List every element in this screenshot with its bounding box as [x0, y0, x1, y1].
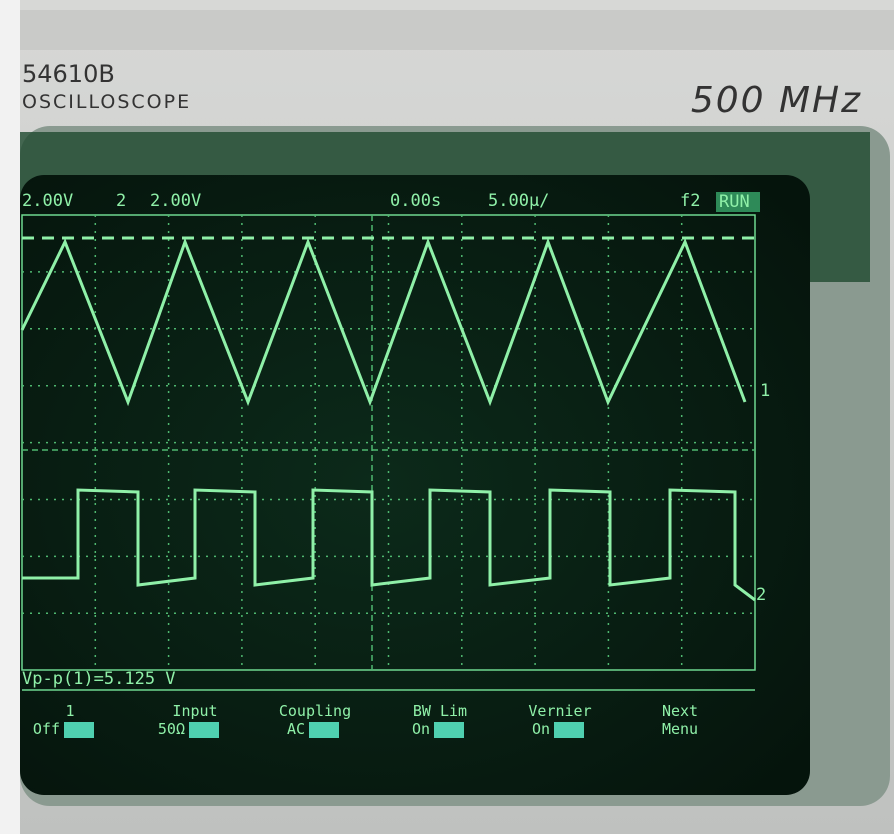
- ch1-marker: 1: [760, 381, 770, 401]
- softkey-top: 1: [65, 702, 74, 720]
- softkey-box: [434, 722, 464, 738]
- softkey-bottom: AC: [287, 720, 305, 738]
- ch2-marker: 2: [756, 585, 766, 605]
- softkey-box: [309, 722, 339, 738]
- time-ref: 0.00s: [390, 191, 441, 211]
- ch1-scale: 2.00V: [22, 191, 73, 211]
- ch2-scale: 2.00V: [150, 191, 201, 211]
- run-status: RUN: [719, 192, 750, 212]
- top-edge: [20, 10, 894, 50]
- softkey-top: BW Lim: [413, 702, 467, 720]
- softkey-top: Input: [172, 702, 217, 720]
- time-scale: 5.00µ/: [488, 191, 549, 211]
- softkey-bottom: 50Ω: [158, 720, 185, 738]
- softkey-box: [189, 722, 219, 738]
- softkey-bottom: On: [412, 720, 430, 738]
- softkey-top: Coupling: [279, 702, 351, 720]
- softkey-bottom: Off: [33, 720, 60, 738]
- model: 54610B: [22, 60, 115, 88]
- softkey-bottom: On: [532, 720, 550, 738]
- softkey-top: Vernier: [528, 702, 591, 720]
- kind: OSCILLOSCOPE: [22, 91, 191, 113]
- ch2-label: 2: [116, 191, 126, 211]
- softkey-bottom: Menu: [662, 720, 698, 738]
- softkey-box: [64, 722, 94, 738]
- measurement: Vp-p(1)=5.125 V: [22, 669, 176, 689]
- bandwidth: 500 MHz: [691, 80, 862, 121]
- softkey-top: Next: [662, 702, 698, 720]
- trigger: f2: [680, 191, 700, 211]
- softkey-box: [554, 722, 584, 738]
- oscilloscope-photo: 54610B OSCILLOSCOPE 500 MHz 2.00V 2 2.00…: [0, 0, 894, 834]
